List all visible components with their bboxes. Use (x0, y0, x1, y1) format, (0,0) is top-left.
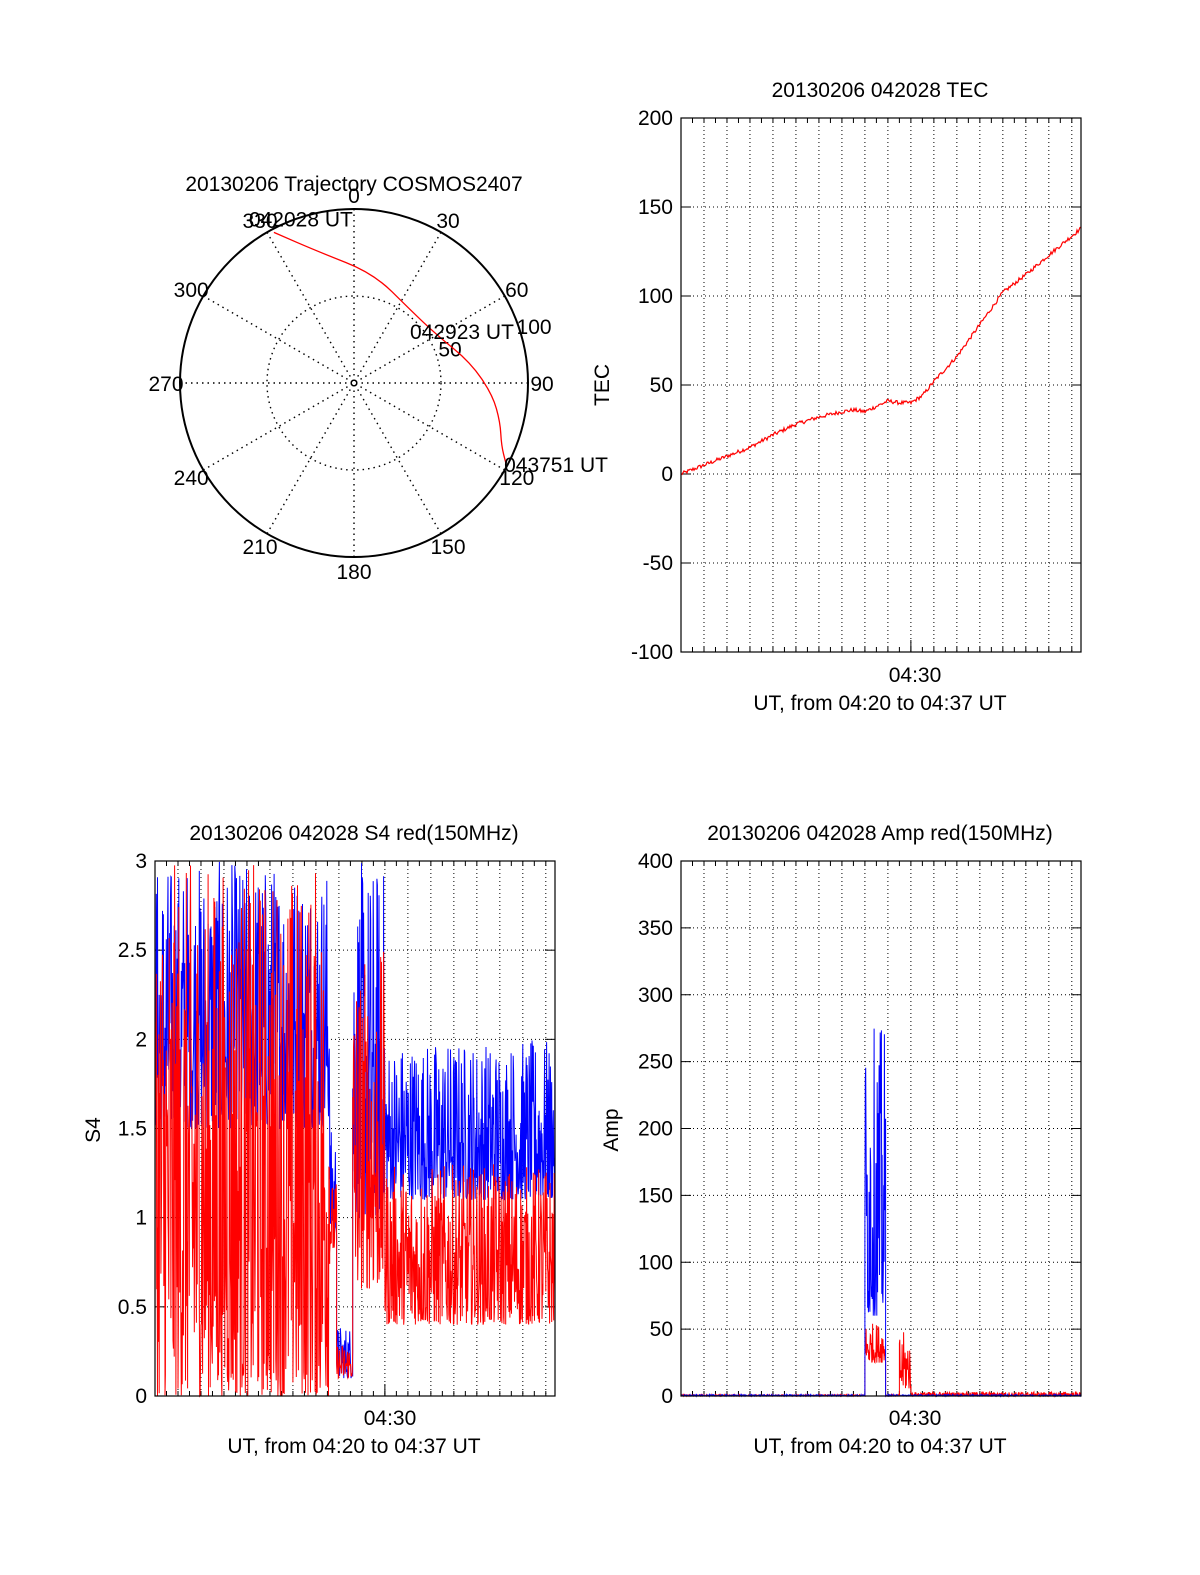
amp-x-axis-label: UT, from 04:20 to 04:37 UT (753, 1435, 1006, 1458)
s4-y-tick-label: 1.5 (118, 1118, 147, 1141)
amp-y-tick-label: 50 (650, 1318, 673, 1341)
amp-y-tick-label: 300 (638, 984, 673, 1007)
tec-y-tick-label: 50 (650, 374, 673, 397)
tec-y-tick-label: 150 (638, 196, 673, 219)
trajectory-end-label: 043751 UT (504, 454, 608, 477)
amp-y-tick-label: 350 (638, 917, 673, 940)
s4-series-red (154, 865, 556, 1398)
s4-y-tick-label: 2 (135, 1028, 147, 1051)
polar-radius-label: 50 (438, 338, 461, 361)
polar-radius-label: 100 (517, 316, 552, 339)
polar-center-marker (350, 379, 358, 387)
polar-azimuth-label: 270 (148, 373, 183, 396)
polar-spoke (266, 231, 442, 535)
amp-y-tick-label: 400 (638, 850, 673, 873)
trajectory-mid-label: 042923 UT (410, 321, 514, 344)
polar-chart-title: 20130206 Trajectory COSMOS2407 (185, 173, 522, 196)
amp-x-tick-label: 04:30 (889, 1407, 942, 1430)
s4-y-tick-label: 0 (135, 1385, 147, 1408)
tec-y-tick-label: 0 (661, 463, 673, 486)
amp-y-tick-label: 250 (638, 1051, 673, 1074)
polar-azimuth-label: 0 (348, 185, 360, 208)
s4-x-tick-label: 04:30 (364, 1407, 417, 1430)
tec-series-line (680, 226, 1082, 476)
tec-y-tick-label: -100 (631, 641, 673, 664)
s4-y-tick-label: 1 (135, 1207, 147, 1230)
polar-azimuth-label: 300 (174, 279, 209, 302)
polar-azimuth-label: 330 (242, 210, 277, 233)
amp-series-red (680, 1323, 1082, 1398)
amp-y-tick-label: 150 (638, 1184, 673, 1207)
s4-chart: 20130206 042028 S4 red(150MHz) S4 04:30 … (82, 822, 556, 1458)
amp-plot-frame (680, 860, 1082, 1397)
amp-y-axis-label: Amp (600, 1108, 623, 1151)
amp-y-tick-label: 0 (661, 1385, 673, 1408)
s4-y-tick-label: 3 (135, 850, 147, 873)
amp-chart: 20130206 042028 Amp red(150MHz) Amp 04:3… (600, 822, 1082, 1458)
polar-azimuth-label: 210 (242, 536, 277, 559)
tec-y-tick-label: 200 (638, 107, 673, 130)
amp-y-tick-label: 200 (638, 1118, 673, 1141)
polar-azimuth-label: 150 (430, 536, 465, 559)
amp-series-blue (680, 1028, 1082, 1398)
polar-azimuth-label: 180 (336, 561, 371, 584)
s4-plot-frame (154, 860, 556, 1397)
polar-azimuth-label: 30 (436, 210, 459, 233)
tec-chart: 20130206 042028 TEC TEC 04:30 UT, from 0… (591, 79, 1082, 715)
polar-azimuth-label: 120 (499, 467, 534, 490)
tec-chart-title: 20130206 042028 TEC (772, 79, 989, 102)
amp-y-tick-label: 100 (638, 1251, 673, 1274)
tec-x-axis-label: UT, from 04:20 to 04:37 UT (753, 692, 1006, 715)
polar-outer-ring (179, 208, 529, 558)
trajectory-track (273, 231, 507, 465)
polar-azimuth-label: 240 (174, 467, 209, 490)
tec-y-axis-label: TEC (591, 364, 614, 406)
trajectory-start-label: 042028 UT (249, 208, 353, 231)
s4-x-axis-label: UT, from 04:20 to 04:37 UT (227, 1435, 480, 1458)
polar-azimuth-label: 90 (530, 373, 553, 396)
polar-azimuth-label: 60 (505, 279, 528, 302)
tec-plot-frame (680, 117, 1082, 653)
amp-chart-title: 20130206 042028 Amp red(150MHz) (707, 822, 1053, 845)
tec-y-tick-label: 100 (638, 285, 673, 308)
s4-y-tick-label: 2.5 (118, 939, 147, 962)
polar-spoke (266, 231, 442, 535)
s4-chart-title: 20130206 042028 S4 red(150MHz) (189, 822, 518, 845)
s4-y-axis-label: S4 (82, 1117, 105, 1143)
s4-y-tick-label: 0.5 (118, 1296, 147, 1319)
polar-inner-ring (266, 295, 442, 471)
tec-y-tick-label: -50 (643, 552, 673, 575)
tec-x-tick-label: 04:30 (889, 664, 942, 687)
trajectory-polar-chart: 20130206 Trajectory COSMOS2407 0 30 60 90 12… (148, 173, 608, 584)
